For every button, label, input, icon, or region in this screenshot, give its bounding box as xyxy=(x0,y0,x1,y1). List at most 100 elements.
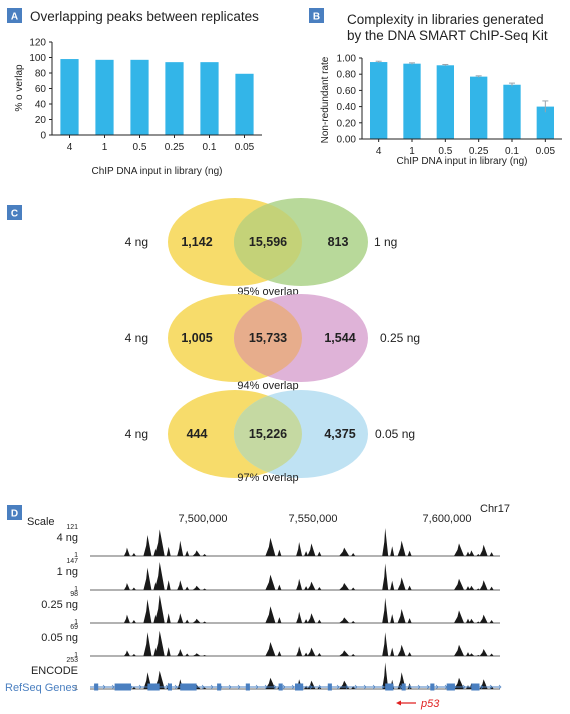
refseq-strand-marker xyxy=(327,684,331,690)
refseq-strand-marker xyxy=(219,684,223,690)
panel-a: A Overlapping peaks between replicates %… xyxy=(7,8,262,177)
refseq-strand-marker xyxy=(201,684,205,690)
b-y-tick-label: 0.40 xyxy=(337,102,357,113)
refseq-exon xyxy=(180,683,197,691)
signal-shoulder xyxy=(466,618,470,623)
refseq-exon xyxy=(217,683,222,691)
signal-shoulder xyxy=(317,619,322,623)
signal-peak xyxy=(154,595,165,623)
signal-peak xyxy=(307,613,316,623)
chromosome-label: Chr17 xyxy=(480,503,510,515)
b-bar xyxy=(503,84,521,139)
signal-shoulder xyxy=(476,621,481,623)
b-y-tick-label: 0.80 xyxy=(337,70,357,81)
signal-peak xyxy=(454,677,464,689)
signal-shoulder xyxy=(202,554,207,556)
venn-2-overlap-count: 15,733 xyxy=(249,331,287,345)
signal-peak xyxy=(397,540,406,556)
venn-3-right-label: 0.05 ng xyxy=(375,427,415,441)
signal-shoulder xyxy=(390,647,395,656)
signal-shoulder xyxy=(317,551,322,556)
panel-a-title: Overlapping peaks between replicates xyxy=(30,9,259,24)
panel-a-x-axis-label: ChIP DNA input in library (ng) xyxy=(92,166,223,177)
a-y-tick-label: 60 xyxy=(35,84,47,95)
venn-3-overlap-count: 15,226 xyxy=(249,427,287,441)
track-min-value: 1 xyxy=(74,552,78,559)
panel-d: D Chr17 7,500,000 7,550,000 7,600,000 Sc… xyxy=(5,503,510,710)
signal-peak xyxy=(192,550,201,556)
refseq-strand-marker xyxy=(183,684,187,690)
signal-peak xyxy=(265,574,276,590)
signal-peak xyxy=(123,650,130,656)
signal-peak xyxy=(143,567,152,590)
signal-peak xyxy=(479,544,488,556)
refseq-strand-marker xyxy=(174,684,178,690)
signal-peak xyxy=(296,542,303,556)
p53-gene-label: p53 xyxy=(420,698,440,710)
signal-shoulder xyxy=(317,653,322,656)
signal-shoulder xyxy=(277,549,282,556)
signal-peak xyxy=(265,677,276,689)
venn-1-caption: 95% overlap xyxy=(237,286,298,298)
panel-a-x-ticks: 4 1 0.5 0.25 0.1 0.05 xyxy=(67,135,255,153)
signal-shoulder xyxy=(131,553,136,556)
signal-shoulder xyxy=(390,614,395,623)
scale-label: Scale xyxy=(27,516,55,528)
a-y-tick-label: 100 xyxy=(29,53,46,64)
signal-shoulder xyxy=(390,580,395,590)
a-y-tick-label: 40 xyxy=(35,100,47,111)
a-bar xyxy=(130,59,149,136)
signal-peak xyxy=(177,613,184,623)
a-bar xyxy=(60,59,79,135)
refseq-exon xyxy=(245,683,250,691)
b-x-tick-label: 4 xyxy=(376,146,382,157)
refseq-exon xyxy=(471,683,480,691)
signal-peak xyxy=(177,649,184,656)
refseq-strand-marker xyxy=(435,684,439,690)
signal-shoulder xyxy=(489,552,494,556)
refseq-exon xyxy=(278,683,283,691)
signal-peak xyxy=(143,632,152,656)
refseq-strand-marker xyxy=(255,684,259,690)
panel-d-badge-box xyxy=(7,505,22,520)
b-x-tick-label: 1 xyxy=(409,146,415,157)
refseq-strand-marker xyxy=(264,684,268,690)
track-min-value: 1 xyxy=(74,652,78,659)
signal-shoulder xyxy=(407,618,412,623)
refseq-strand-marker xyxy=(489,684,493,690)
signal-peak xyxy=(397,644,406,656)
signal-peak xyxy=(307,581,316,590)
coordinate-3: 7,600,000 xyxy=(423,513,472,525)
signal-shoulder xyxy=(476,655,481,656)
track-max-value: 253 xyxy=(66,657,78,664)
venn-3-left-label: 4 ng xyxy=(125,427,148,441)
signal-shoulder xyxy=(166,580,171,590)
refseq-strand-marker xyxy=(498,684,502,690)
signal-peak xyxy=(339,617,350,623)
signal-shoulder xyxy=(351,553,356,556)
refseq-strand-marker xyxy=(273,684,277,690)
venn-3-overlap-region xyxy=(234,390,302,478)
signal-peak xyxy=(339,547,350,556)
panel-b-y-ticks: 0.00 0.20 0.40 0.60 0.80 1.00 xyxy=(337,54,362,146)
b-y-tick-label: 0.00 xyxy=(337,135,357,146)
signal-shoulder xyxy=(489,620,494,623)
signal-peak xyxy=(397,577,406,590)
p53-arrow-head xyxy=(396,700,401,706)
signal-shoulder xyxy=(277,584,282,590)
refseq-strand-marker xyxy=(246,684,250,690)
refseq-strand-marker xyxy=(282,684,286,690)
b-bar xyxy=(536,106,554,139)
signal-peak xyxy=(192,618,201,623)
venn-1-left-label: 4 ng xyxy=(125,235,148,249)
b-bar xyxy=(436,65,454,139)
track-label: 0.25 ng xyxy=(41,599,78,611)
signal-peak xyxy=(265,642,276,656)
panel-c: C 4 ng 1,142 15,596 813 1 ng 95% overlap… xyxy=(7,198,420,484)
refseq-strand-marker xyxy=(444,684,448,690)
refseq-strand-marker xyxy=(147,684,151,690)
b-x-tick-label: 0.5 xyxy=(438,146,452,157)
